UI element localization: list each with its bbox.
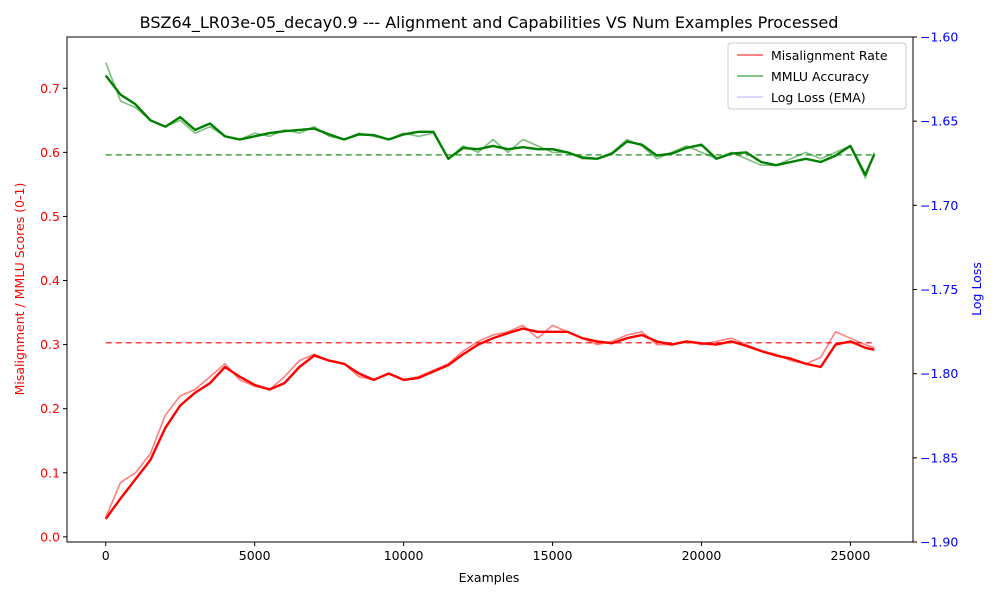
y-left-tick-label: 0.1 [40, 465, 60, 480]
y-right-tick-label: −1.75 [920, 282, 958, 297]
y-left-tick-label: 0.3 [40, 337, 60, 352]
y-right-tick-label: −1.80 [920, 366, 958, 381]
legend-label-logloss: Log Loss (EMA) [771, 90, 866, 105]
y-left-tick-label: 0.2 [40, 401, 60, 416]
y-right-tick-label: −1.85 [920, 450, 958, 465]
y-right-tick-label: −1.90 [920, 535, 958, 550]
y-right-tick-label: −1.60 [920, 30, 958, 45]
x-tick-label: 15000 [533, 548, 573, 563]
y-left-tick-label: 0.7 [40, 81, 60, 96]
misalignment-ema-line [104, 327, 875, 520]
y-axis-right-label: Log Loss [969, 262, 984, 316]
x-tick-label: 5000 [239, 548, 271, 563]
x-tick-label: 10000 [384, 548, 424, 563]
chart-title: BSZ64_LR03e-05_decay0.9 --- Alignment an… [140, 13, 839, 33]
legend-label-mmlu: MMLU Accuracy [771, 69, 870, 84]
legend-label-misalignment: Misalignment Rate [771, 48, 888, 63]
x-tick-label: 25000 [831, 548, 871, 563]
y-left-tick-label: 0.6 [40, 145, 60, 160]
y-right-tick-label: −1.70 [920, 198, 958, 213]
legend-box [727, 42, 907, 110]
x-tick-label: 0 [102, 548, 110, 563]
legend: Misalignment Rate MMLU Accuracy Log Loss… [727, 42, 907, 110]
y-axis-left-label: Misalignment / MMLU Scores (0-1) [12, 183, 27, 396]
y-left-tick-label: 0.0 [40, 529, 60, 544]
y-left-tick-label: 0.5 [40, 209, 60, 224]
axes: 0 5000 10000 15000 20000 25000 0.0 0.1 0.2 0.3 0.4… [40, 30, 958, 564]
y-right-tick-label: −1.65 [920, 114, 958, 129]
plot-area [104, 62, 876, 520]
y-left-tick-label: 0.4 [40, 273, 60, 288]
mmlu-ema-line [104, 74, 876, 177]
x-axis-label: Examples [459, 570, 520, 585]
x-tick-label: 20000 [682, 548, 722, 563]
